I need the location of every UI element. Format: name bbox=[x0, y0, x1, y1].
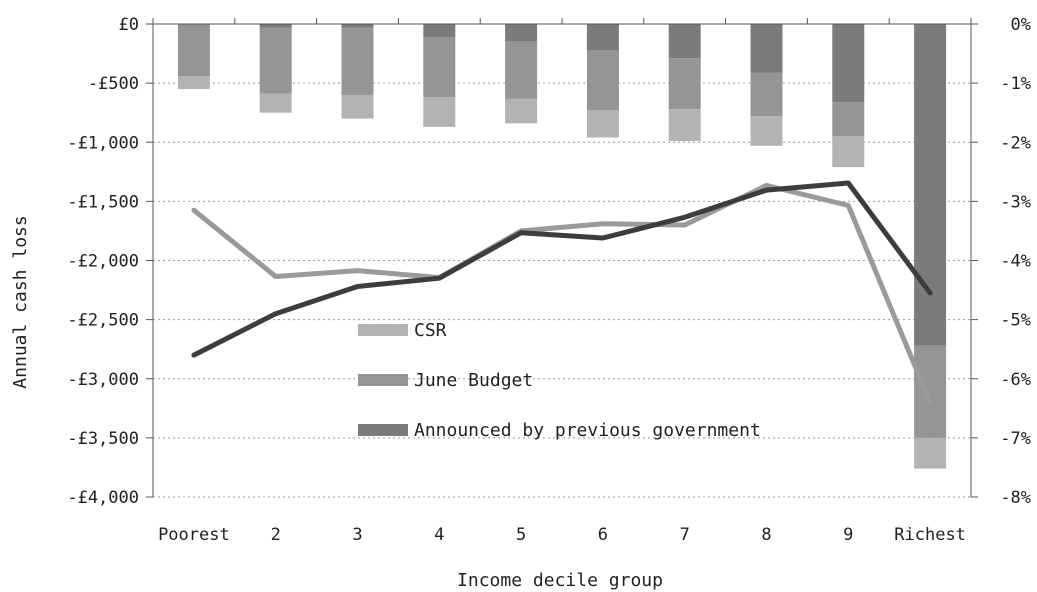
bar-csr bbox=[750, 116, 783, 146]
bar-csr bbox=[832, 136, 865, 168]
y-tick-label-right: 0% bbox=[1011, 15, 1031, 35]
legend-label-previous-government: Announced by previous government bbox=[414, 420, 761, 441]
bar-june-budget bbox=[914, 345, 947, 438]
bar-csr bbox=[423, 97, 456, 127]
x-tick-label: 9 bbox=[843, 525, 853, 545]
legend-label-csr: CSR bbox=[414, 320, 447, 341]
y-tick-label-left: -£3,500 bbox=[67, 429, 139, 449]
bar-june-budget bbox=[423, 37, 456, 98]
y-tick-label-right: -5% bbox=[1000, 311, 1031, 331]
bar-previous-government bbox=[914, 24, 947, 346]
y-tick-label-left: -£4,000 bbox=[67, 488, 139, 508]
y-tick-label-right: -3% bbox=[1000, 192, 1031, 212]
bar-june-budget bbox=[505, 41, 538, 99]
bar-june-budget bbox=[832, 102, 865, 137]
x-tick-label: 7 bbox=[680, 525, 690, 545]
bar-june-budget bbox=[586, 50, 619, 111]
bar-june-budget bbox=[341, 27, 374, 95]
bar-previous-government bbox=[505, 24, 538, 42]
bar-csr bbox=[668, 109, 701, 142]
bar-june-budget bbox=[668, 58, 701, 110]
bar-csr bbox=[586, 110, 619, 138]
x-tick-label: 8 bbox=[761, 525, 771, 545]
legend-swatch-june-budget bbox=[358, 374, 408, 386]
y-tick-label-right: -7% bbox=[1000, 429, 1031, 449]
y-tick-label-left: -£3,000 bbox=[67, 370, 139, 390]
lines bbox=[191, 180, 933, 405]
x-tick-label: 5 bbox=[516, 525, 526, 545]
x-tick-label: 2 bbox=[271, 525, 281, 545]
bar-previous-government bbox=[586, 24, 619, 51]
bar-csr bbox=[505, 98, 538, 124]
legend: CSR June Budget Announced by previous gove… bbox=[358, 320, 761, 441]
x-tick-label: 3 bbox=[352, 525, 362, 545]
x-tick-label: Richest bbox=[894, 525, 966, 545]
x-tick-label: 6 bbox=[598, 525, 608, 545]
y-tick-label-right: -8% bbox=[1000, 488, 1031, 508]
y-tick-label-left: -£2,500 bbox=[67, 311, 139, 331]
bar-previous-government bbox=[423, 24, 456, 38]
bar-june-budget bbox=[259, 27, 292, 94]
line-csr bbox=[191, 182, 933, 405]
bar-csr bbox=[177, 76, 210, 90]
y-axis-title: Annual cash loss bbox=[10, 215, 31, 388]
bar-june-budget bbox=[750, 72, 783, 117]
x-tick-label: Poorest bbox=[158, 525, 230, 545]
bar-csr bbox=[914, 437, 947, 469]
bar-previous-government bbox=[341, 24, 374, 28]
bar-csr bbox=[259, 93, 292, 113]
bar-previous-government bbox=[668, 24, 701, 59]
bar-previous-government bbox=[750, 24, 783, 73]
legend-label-june-budget: June Budget bbox=[414, 370, 533, 391]
x-tick-label: 4 bbox=[434, 525, 444, 545]
y-tick-label-left: -£500 bbox=[88, 74, 139, 94]
y-tick-label-right: -4% bbox=[1000, 252, 1031, 272]
y-tick-label-right: -1% bbox=[1000, 74, 1031, 94]
bar-june-budget bbox=[177, 24, 210, 77]
y-tick-label-left: -£1,000 bbox=[67, 133, 139, 153]
legend-swatch-csr bbox=[358, 324, 408, 336]
y-tick-label-right: -2% bbox=[1000, 133, 1031, 153]
x-axis-title: Income decile group bbox=[457, 570, 663, 591]
y-tick-label-left: -£2,000 bbox=[67, 252, 139, 272]
bars bbox=[177, 24, 947, 469]
y-tick-label-right: -6% bbox=[1000, 370, 1031, 390]
axes: £0 -£500 -£1,000 -£1,500 -£2,000 -£2,500 -£3,0… bbox=[67, 15, 1031, 545]
bar-csr bbox=[341, 94, 374, 119]
line-previous-government bbox=[191, 180, 933, 358]
y-tick-label-left: -£1,500 bbox=[67, 192, 139, 212]
legend-swatch-previous-government bbox=[358, 424, 408, 436]
bar-previous-government bbox=[832, 24, 865, 103]
bar-previous-government bbox=[259, 24, 292, 28]
y-tick-label-left: £0 bbox=[119, 15, 139, 35]
